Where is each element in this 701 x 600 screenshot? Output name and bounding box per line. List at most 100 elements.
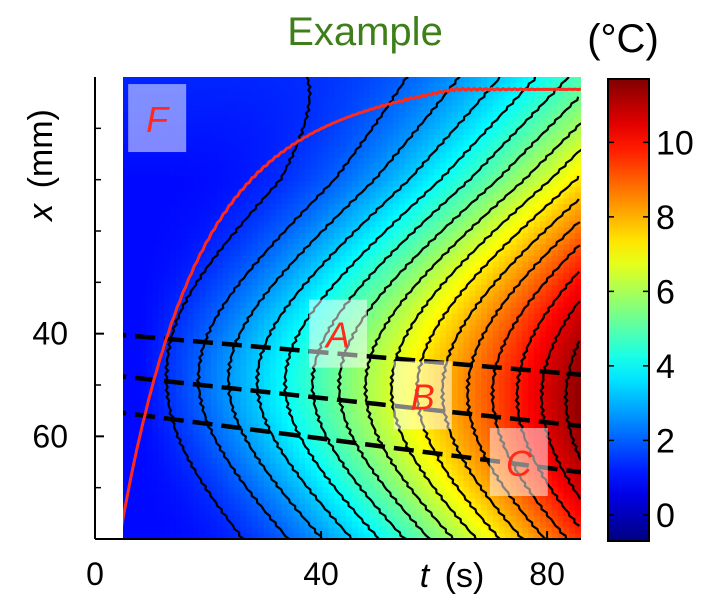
heat-cell [199, 463, 206, 471]
heat-cell [152, 377, 159, 384]
heat-cell [428, 186, 435, 194]
heat-cell [481, 354, 488, 361]
heat-cell [357, 279, 365, 286]
heat-cell [445, 319, 453, 326]
heat-cell [152, 250, 159, 257]
heat-cell [469, 463, 476, 471]
heat-cell [158, 469, 165, 477]
heat-cell [316, 527, 324, 534]
heat-cell [328, 411, 335, 419]
heat-cell [287, 533, 294, 539]
heat-cell [469, 261, 476, 269]
heat-cell [158, 383, 165, 390]
heat-cell [134, 365, 142, 373]
heat-cell [169, 515, 177, 523]
heat-cell [387, 198, 394, 205]
heat-cell [216, 533, 224, 539]
heat-cell [375, 463, 382, 471]
heat-cell [152, 302, 159, 309]
heat-cell [404, 302, 412, 309]
heat-cell [128, 215, 136, 222]
heat-cell [240, 348, 247, 355]
heat-cell [234, 204, 242, 211]
heat-cell [428, 296, 435, 303]
heat-cell [181, 383, 189, 390]
heat-cell [481, 111, 488, 119]
heat-cell [193, 515, 200, 523]
heat-cell [211, 394, 218, 402]
heat-cell [328, 371, 335, 378]
heat-cell [428, 169, 435, 176]
heat-cell [263, 515, 271, 523]
heat-cell [205, 463, 212, 471]
heat-cell [322, 371, 330, 378]
heat-cell [263, 123, 271, 130]
heat-cell [187, 319, 195, 326]
heat-cell [158, 238, 165, 246]
heat-cell [310, 290, 318, 298]
heat-cell [375, 221, 382, 228]
heat-cell [475, 423, 482, 430]
heat-cell [287, 336, 294, 344]
heat-cell [428, 111, 435, 119]
heat-cell [475, 533, 482, 539]
heat-cell [228, 204, 236, 211]
heat-cell [293, 521, 300, 529]
heat-cell [322, 169, 330, 176]
heat-cell [181, 429, 189, 436]
heat-cell [293, 325, 300, 332]
heat-cell [146, 209, 153, 217]
heat-cell [475, 227, 482, 234]
heat-cell [158, 157, 165, 165]
heat-cell [169, 77, 177, 84]
heat-cell [357, 204, 365, 211]
heat-cell [240, 394, 247, 402]
heat-cell [316, 469, 324, 477]
heat-cell [428, 227, 435, 234]
heat-cell [216, 111, 224, 119]
heat-cell [222, 411, 230, 419]
heat-cell [252, 440, 259, 448]
heat-cell [375, 250, 382, 257]
heat-cell [463, 267, 471, 274]
heat-cell [299, 354, 306, 361]
heat-cell [305, 498, 312, 505]
heat-cell [123, 296, 130, 303]
heat-cell [199, 423, 206, 430]
heat-cell [334, 88, 341, 95]
heat-cell [128, 232, 136, 240]
heat-cell [481, 348, 488, 355]
heat-cell [193, 302, 200, 309]
heat-cell [287, 342, 294, 350]
heat-cell [463, 365, 471, 373]
heat-cell [281, 94, 289, 101]
heat-cell [328, 406, 335, 413]
heat-cell [252, 117, 259, 124]
heat-cell [410, 238, 418, 246]
heat-cell [140, 435, 148, 442]
heat-cell [263, 313, 271, 321]
heat-cell [381, 342, 388, 350]
heat-cell [275, 527, 283, 534]
heat-cell [322, 452, 330, 459]
heat-cell [164, 481, 171, 488]
heat-cell [222, 435, 230, 442]
heat-cell [451, 348, 459, 355]
heat-cell [328, 244, 335, 251]
heat-cell [334, 481, 341, 488]
heat-cell [287, 209, 294, 217]
heat-cell [263, 250, 271, 257]
heat-cell [246, 134, 253, 142]
heat-cell [369, 365, 377, 373]
heat-cell [199, 192, 206, 199]
heat-cell [363, 475, 371, 482]
heat-cell [469, 152, 476, 159]
heat-cell [187, 336, 195, 344]
heat-cell [334, 284, 341, 292]
heat-cell [340, 296, 347, 303]
heat-cell [352, 452, 359, 459]
heat-cell [416, 492, 424, 500]
heat-cell [381, 394, 388, 402]
heat-cell [475, 348, 482, 355]
heat-cell [305, 533, 312, 539]
